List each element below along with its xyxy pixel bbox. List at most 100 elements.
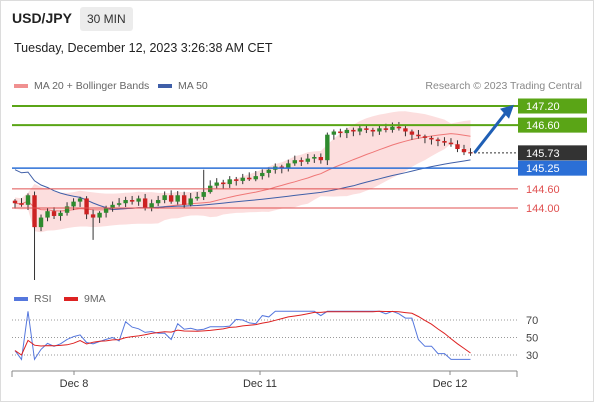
rsi-line [14,310,471,361]
arrow-head [500,104,514,119]
moving-averages [14,133,471,212]
candle-body [364,128,369,130]
candle-body [175,195,180,202]
rsi-level-label: 50 [526,333,538,345]
candle-body [325,134,330,161]
legend-ma20: MA 20 + Bollinger Bands [14,80,149,92]
legend-ma50: MA 50 [158,80,208,92]
candle-body [318,157,324,161]
timeframe-button[interactable]: 30 MIN [80,7,133,31]
candle-body [71,201,76,207]
candle-body [221,182,226,185]
candle-body [344,129,350,134]
candle-body [351,129,356,132]
candle-body [142,198,148,208]
level-label-145.25: 145.25 [526,163,560,175]
candle-body [357,128,363,132]
candle-body [19,203,24,205]
level-label-147.20: 147.20 [526,101,560,113]
time-tick-label: Dec 8 [60,378,89,390]
level-tag-146.60 [518,117,587,133]
candle-body [247,177,252,180]
candle-body [194,196,200,199]
candle-body [286,163,291,169]
candle-body [45,211,50,218]
candle-body [116,203,122,205]
candle-body [58,212,63,216]
candle-body [64,206,70,213]
candle-body [227,179,232,185]
candle-body [403,128,408,132]
bollinger-band-fill [15,111,471,233]
candle-body [292,160,298,164]
level-tag-145.25 [518,160,587,176]
level-label-146.60: 146.60 [526,120,560,132]
legend-ma20-label: MA 20 + Bollinger Bands [34,80,150,92]
candle-body [97,212,102,218]
candle-body [77,198,83,202]
candle-body [260,172,265,177]
rsi-swatch [14,297,28,301]
candle-body [461,149,467,153]
legend-ma50-label: MA 50 [178,80,208,92]
candle-body [38,217,44,228]
rsi-ma-swatch [64,297,78,301]
candle-body [123,200,128,204]
candle-body [266,169,271,173]
candle-body [129,200,135,202]
candle-body [155,200,161,204]
candle-body [442,141,447,143]
candle-body [84,198,89,215]
candle-body [312,157,317,159]
candle-body [12,200,18,204]
rsi-panel: 30 50 70 [12,310,538,362]
candle-body [253,176,258,180]
ma20-line [14,133,471,212]
candle-body [32,195,37,228]
candle-body [409,131,415,135]
candle-body [383,128,389,130]
candle-body [234,179,239,181]
candle-body [136,198,141,202]
candle-body [103,208,109,213]
candle-body [299,160,304,162]
legend-9ma: 9MA [64,293,106,305]
time-tick-label: Dec 11 [243,378,277,390]
candle-body [429,137,434,140]
candle-body [305,158,311,162]
candle-body [181,195,187,205]
rsi-level-label: 30 [526,350,538,362]
level-tag-145.73 [518,145,587,161]
level-label-144.60: 144.60 [526,184,560,196]
candle-body [90,214,96,218]
candle-body [448,142,454,145]
candle-body [110,204,115,208]
candle-body [279,166,284,169]
level-label-144.00: 144.00 [526,203,560,215]
candle-body [422,136,428,138]
candle-body [455,144,460,150]
rsi-ma-line [14,310,471,356]
ma20-swatch [14,84,28,88]
timestamp: Tuesday, December 12, 2023 3:26:38 AM CE… [14,41,273,55]
ma50-swatch [158,84,172,88]
candle-body [25,195,31,205]
candle-body [396,126,402,129]
candlesticks [12,121,473,280]
level-tag-147.20 [518,98,587,114]
ma50-line [14,159,471,211]
arrow-shaft [473,112,507,154]
candle-body [51,211,57,216]
instrument-title: USD/JPY [12,10,72,26]
forecast-arrow [473,104,514,154]
candle-body [377,128,382,132]
legend-rsi: RSI [14,293,52,305]
candle-body [162,195,167,201]
bollinger-bands [15,111,471,233]
candle-body [149,203,154,208]
candle-body [390,126,395,130]
candle-body [435,139,441,142]
candle-body [331,131,337,135]
price-levels: 147.20 146.60 145.73 145.25 144.60 144.00 [12,98,587,215]
